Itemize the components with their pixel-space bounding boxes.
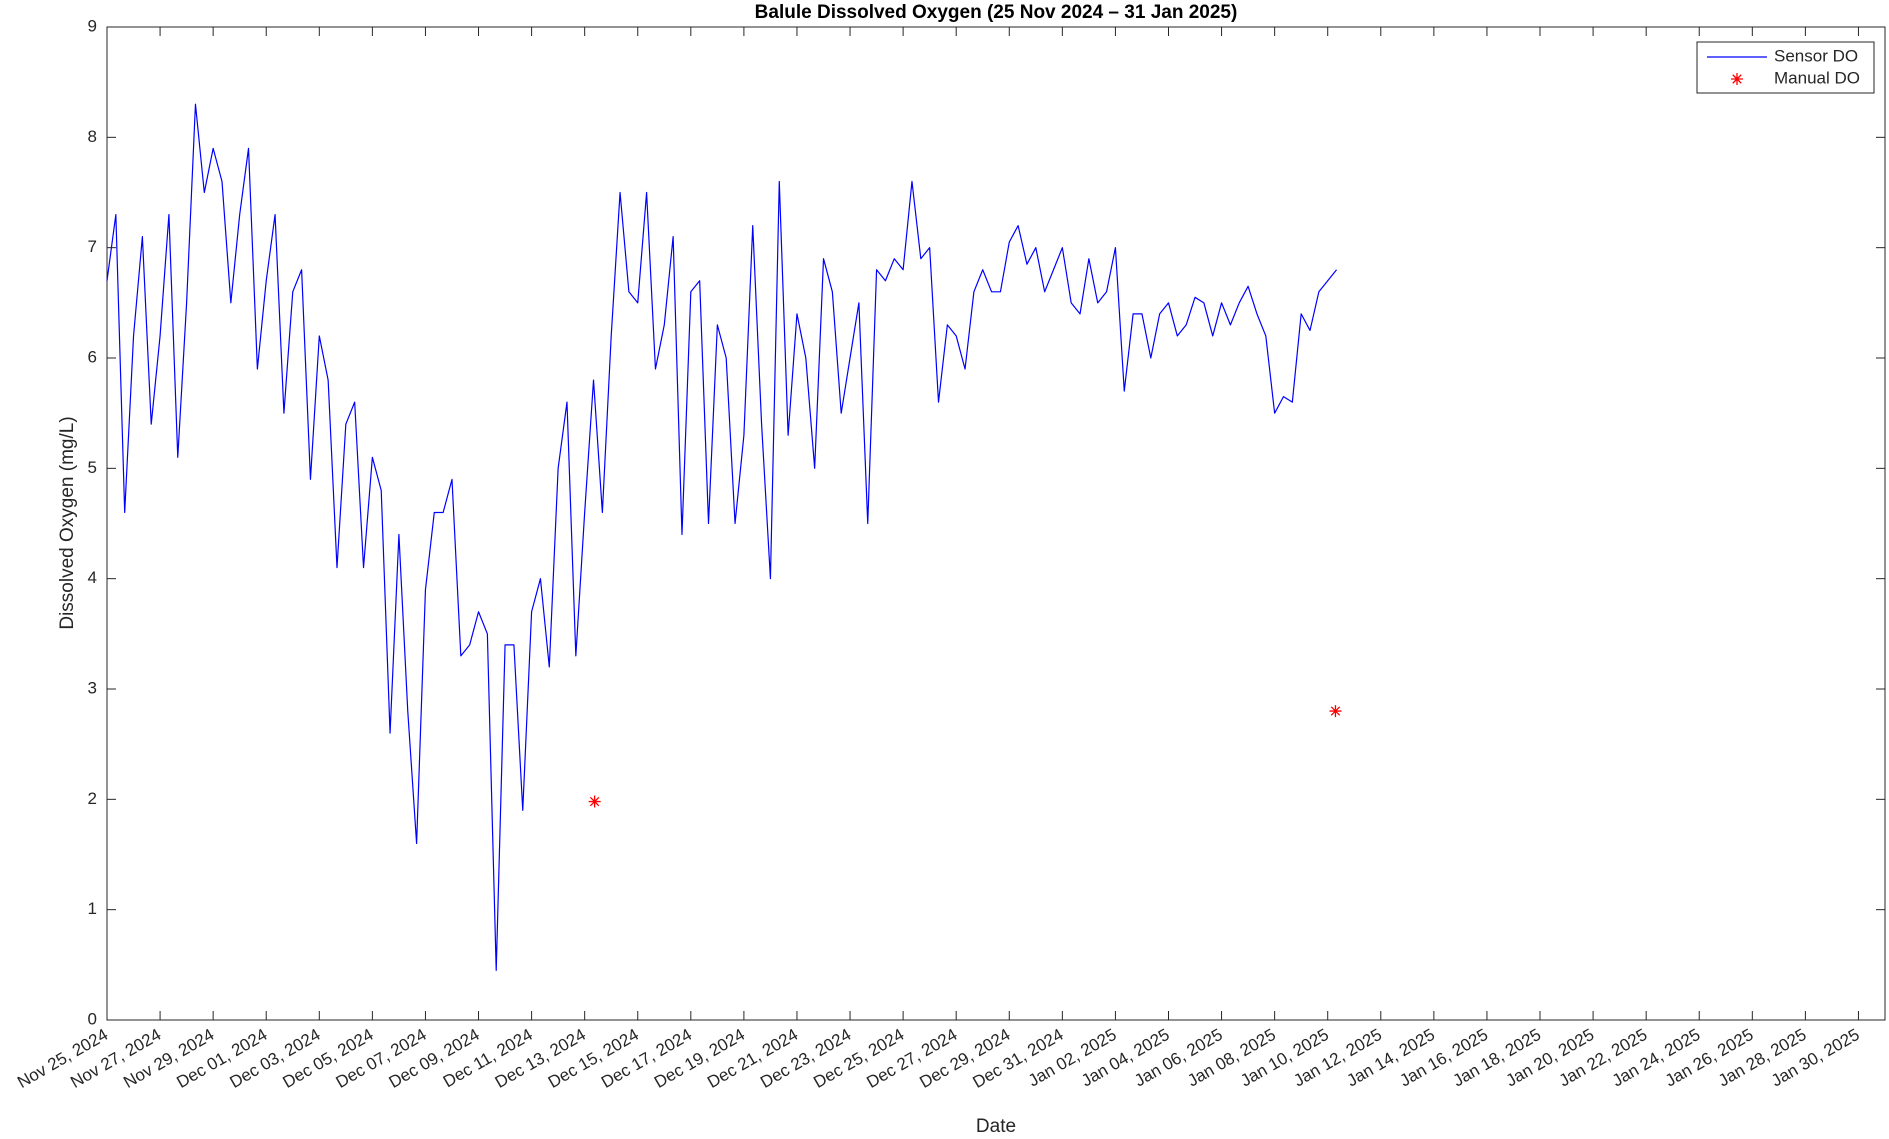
y-tick-label: 2 <box>88 789 97 808</box>
plot-area <box>106 26 1886 1021</box>
legend-swatch <box>1731 73 1743 85</box>
y-tick-label: 4 <box>88 568 97 587</box>
data-line <box>106 103 1338 971</box>
y-tick-label: 9 <box>88 16 97 35</box>
x-axis-label: Date <box>976 1116 1016 1137</box>
data-point <box>1329 705 1342 718</box>
legend: Sensor DO Manual DO <box>1696 41 1875 94</box>
legend-box <box>1696 41 1875 94</box>
chart-title: Balule Dissolved Oxygen (25 Nov 2024 – 3… <box>755 2 1238 23</box>
data-point <box>588 795 601 808</box>
y-tick-label: 3 <box>88 678 97 697</box>
legend-label: Sensor DO <box>1774 46 1858 65</box>
legend-label: Manual DO <box>1774 68 1860 87</box>
y-tick-label: 5 <box>88 458 97 477</box>
y-tick-label: 7 <box>88 237 97 256</box>
y-tick-label: 8 <box>88 127 97 146</box>
y-tick-label: 0 <box>88 1009 97 1028</box>
y-tick-label: 6 <box>88 347 97 366</box>
y-axis-label: Dissolved Oxygen (mg/L) <box>57 416 78 629</box>
y-tick-label: 1 <box>88 899 97 918</box>
